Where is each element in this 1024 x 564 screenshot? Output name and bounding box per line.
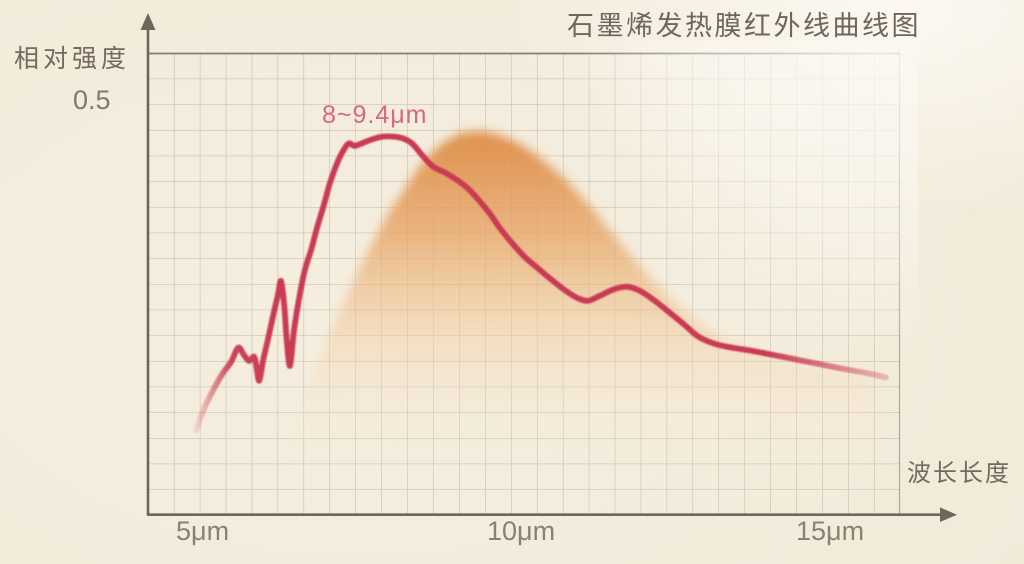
chart-title: 石墨烯发热膜红外线曲线图 — [567, 11, 921, 41]
x-axis-arrow-icon — [940, 507, 957, 522]
x-axis-label: 波长长度 — [907, 460, 1011, 487]
envelope-area — [284, 131, 875, 475]
x-tick-15um: 15μm — [796, 516, 865, 546]
x-tick-5um: 5μm — [176, 516, 230, 546]
y-tick-0-5: 0.5 — [73, 85, 111, 115]
y-axis-arrow-icon — [140, 13, 156, 30]
x-tick-10um: 10μm — [487, 516, 556, 546]
peak-annotation: 8~9.4μm — [322, 101, 428, 129]
ir-curve — [193, 133, 889, 433]
y-axis-label: 相对强度 — [14, 45, 131, 73]
